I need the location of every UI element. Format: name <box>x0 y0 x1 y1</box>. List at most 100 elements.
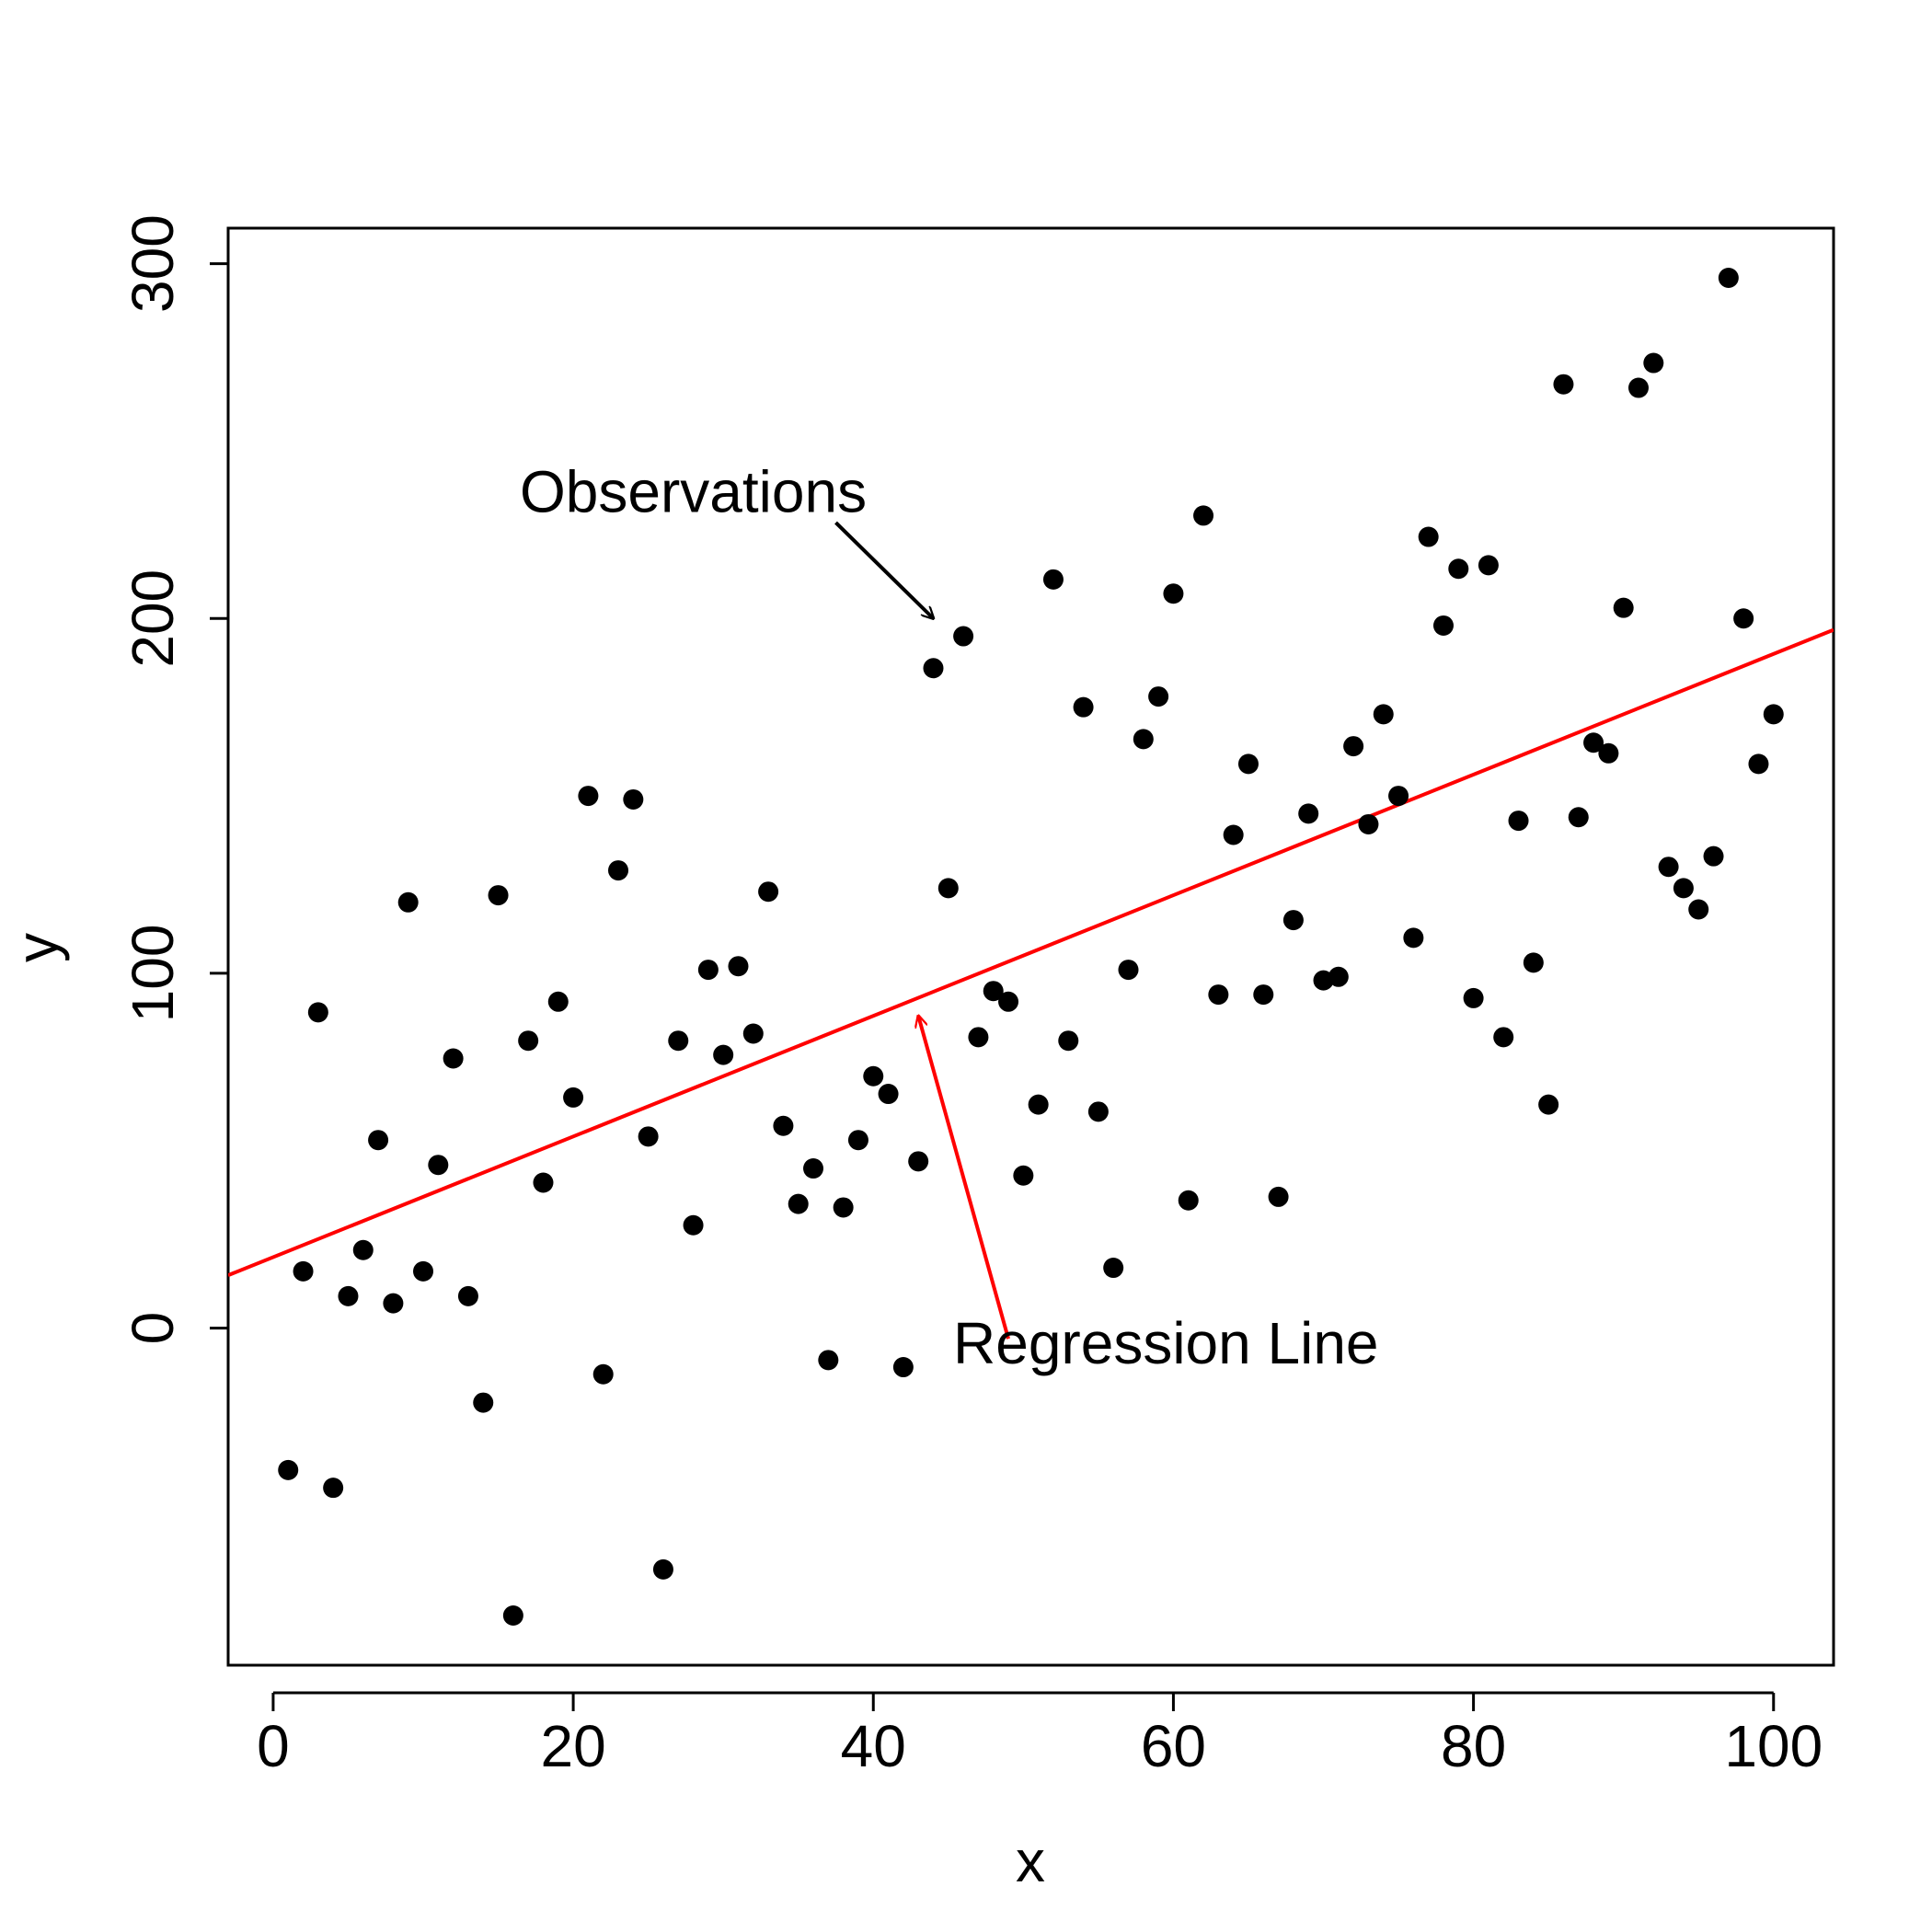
x-tick-label: 60 <box>1141 1713 1206 1779</box>
data-point <box>307 1002 328 1023</box>
data-point <box>1673 878 1694 899</box>
data-point <box>323 1478 344 1499</box>
data-point <box>1748 753 1769 775</box>
data-point <box>383 1293 404 1314</box>
data-point <box>773 1115 794 1136</box>
data-point <box>368 1130 389 1151</box>
data-point <box>592 1363 614 1385</box>
data-point <box>892 1357 914 1378</box>
y-tick-label: 100 <box>120 925 186 1023</box>
data-point <box>818 1350 839 1371</box>
data-point <box>638 1126 659 1147</box>
data-point <box>1613 597 1634 618</box>
data-point <box>502 1605 523 1627</box>
data-point <box>1118 960 1139 981</box>
data-point <box>1463 987 1484 1008</box>
data-point <box>937 878 959 899</box>
regression-line <box>228 627 1834 1277</box>
data-point <box>1432 615 1454 636</box>
data-point <box>293 1260 314 1282</box>
x-tick-label: 20 <box>540 1713 605 1779</box>
data-point <box>1042 569 1064 590</box>
x-tick-label: 80 <box>1441 1713 1506 1779</box>
data-point <box>413 1260 434 1282</box>
data-point <box>1493 1027 1514 1048</box>
regression-label: Regression Line <box>953 1310 1379 1376</box>
data-point <box>1013 1165 1034 1186</box>
data-point <box>1538 1094 1559 1115</box>
data-point <box>488 885 509 906</box>
data-point <box>1328 966 1349 987</box>
regression-arrow <box>918 1016 1010 1340</box>
x-tick-label: 40 <box>841 1713 906 1779</box>
data-point <box>1103 1258 1124 1279</box>
data-point <box>668 1030 689 1052</box>
data-point <box>1703 845 1724 867</box>
data-point <box>683 1214 704 1236</box>
plot-frame <box>226 226 1835 1667</box>
x-axis: 0 20 40 60 80 100 <box>257 1691 1823 1779</box>
data-point <box>1208 984 1229 1006</box>
data-point <box>397 891 419 913</box>
data-point <box>1268 1186 1289 1207</box>
data-point <box>1223 824 1244 845</box>
annotation-layer: Observations Regression Line <box>520 459 1378 1377</box>
data-point <box>953 626 974 647</box>
data-point <box>713 1044 734 1065</box>
data-point <box>1418 526 1439 547</box>
data-point <box>547 991 569 1012</box>
data-point <box>533 1172 554 1193</box>
data-point <box>878 1084 899 1105</box>
data-point <box>983 981 1004 1002</box>
y-axis: 0 100 200 300 <box>120 214 230 1345</box>
data-point <box>1553 374 1574 395</box>
x-tick-label: 0 <box>257 1713 290 1779</box>
data-point <box>1688 899 1709 920</box>
data-point <box>1627 377 1649 398</box>
data-point <box>1073 696 1094 718</box>
data-point <box>518 1030 539 1052</box>
data-point <box>1298 803 1319 824</box>
x-tick-label: 100 <box>1724 1713 1823 1779</box>
data-point <box>1478 555 1499 576</box>
data-point <box>833 1197 854 1218</box>
data-point <box>578 786 599 807</box>
data-point <box>608 860 629 881</box>
y-tick-label: 0 <box>120 1312 186 1345</box>
data-point <box>1133 729 1154 750</box>
data-point <box>998 991 1019 1012</box>
data-point <box>1448 558 1469 580</box>
data-point <box>1583 732 1604 753</box>
data-point <box>1343 736 1364 757</box>
data-point <box>1358 813 1379 834</box>
data-point <box>742 1023 764 1044</box>
data-point <box>1373 704 1394 725</box>
data-point <box>278 1459 299 1480</box>
regression-layer <box>228 627 1834 1277</box>
data-point <box>1733 608 1754 629</box>
data-point <box>1718 267 1739 288</box>
data-point <box>1193 505 1214 526</box>
y-tick-label: 300 <box>120 214 186 313</box>
data-point <box>923 658 944 679</box>
observations-label: Observations <box>520 459 867 525</box>
data-point <box>1178 1190 1199 1211</box>
x-axis-label: x <box>1016 1828 1045 1894</box>
data-point <box>1028 1094 1049 1115</box>
data-point <box>697 960 719 981</box>
data-point <box>758 881 779 903</box>
data-point <box>1598 742 1619 764</box>
data-point <box>1568 807 1589 828</box>
data-point <box>1508 811 1529 832</box>
data-point <box>1253 984 1274 1006</box>
y-axis-label: y <box>4 933 70 962</box>
data-point <box>473 1392 494 1413</box>
observations-arrow <box>834 521 933 618</box>
data-point <box>1087 1101 1109 1122</box>
data-point <box>623 788 644 810</box>
data-point <box>1058 1030 1079 1052</box>
data-point <box>1388 786 1409 807</box>
data-point <box>908 1151 929 1172</box>
data-point <box>338 1285 359 1306</box>
